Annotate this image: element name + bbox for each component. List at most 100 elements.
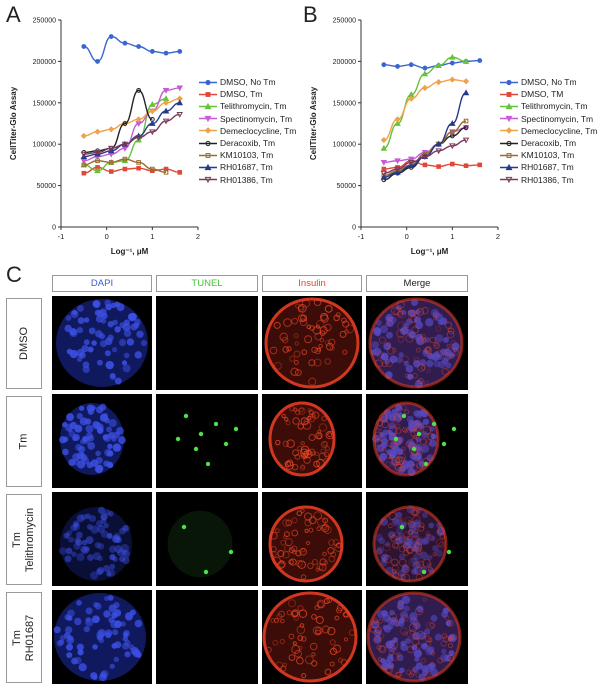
chart-a-legend-entry: Deracoxib, Tm: [199, 137, 296, 149]
nucleus: [112, 443, 122, 452]
nucleus: [88, 327, 96, 335]
nucleus: [74, 617, 82, 626]
chart-b-point-dmso-no-tm: [477, 58, 483, 63]
nucleus: [134, 318, 141, 326]
insulin-cell: [447, 637, 452, 642]
nucleus: [70, 310, 79, 319]
chart-b-point-rh01386-tm: [421, 154, 429, 161]
insulin-cell: [282, 519, 290, 527]
nucleus: [426, 562, 433, 568]
insulin-cell: [308, 377, 317, 386]
insulin-cell: [422, 425, 432, 435]
insulin-cell: [291, 549, 297, 555]
insulin-field: [368, 297, 464, 389]
chart-b-point-km10103-tm: [450, 129, 455, 135]
nucleus: [87, 346, 94, 353]
nucleus: [95, 464, 104, 473]
insulin-cell: [299, 547, 308, 556]
insulin-cell: [304, 335, 313, 344]
insulin-cell: [412, 509, 418, 516]
insulin-cell: [301, 349, 308, 356]
tunel-spot: [181, 524, 187, 530]
insulin-cell: [415, 347, 421, 353]
nucleus: [136, 330, 144, 338]
insulin-cell: [396, 460, 404, 469]
column-header-insulin: Insulin: [262, 275, 362, 292]
insulin-cell: [389, 441, 398, 449]
insulin-cell: [395, 652, 401, 657]
nucleus: [398, 553, 406, 560]
insulin-cell: [289, 405, 295, 412]
insulin-cell: [376, 549, 382, 555]
nucleus: [421, 536, 429, 544]
insulin-cell: [405, 334, 414, 343]
nucleus: [440, 348, 448, 356]
insulin-cell: [417, 536, 422, 541]
nucleus: [122, 635, 128, 642]
chart-b-ytick-label: 250000: [333, 18, 356, 25]
nucleus: [94, 602, 102, 610]
chart-b-legend-entry: DMSO, No Tm: [500, 76, 597, 88]
nucleus: [380, 658, 386, 664]
nucleus: [413, 649, 423, 658]
chart-b-point-dmso-tm: [422, 162, 428, 168]
nucleus: [53, 626, 61, 634]
insulin-cell: [311, 652, 316, 657]
nucleus: [64, 614, 71, 621]
insulin-cell: [414, 541, 422, 550]
insulin-cell: [434, 341, 439, 347]
chart-a-legend-marker: [204, 102, 212, 110]
chart-a-point-rh01687-tm: [149, 120, 156, 126]
nucleus: [387, 653, 394, 660]
row-label-tm: Tm: [6, 396, 42, 487]
insulin-cell: [318, 563, 327, 572]
nucleus: [401, 309, 407, 316]
nucleus: [403, 360, 410, 367]
nucleus: [441, 648, 447, 655]
nucleus: [102, 412, 109, 419]
nucleus: [121, 549, 128, 556]
chart-b-point-dmso-no-tm: [381, 62, 387, 68]
insulin-cell: [323, 451, 330, 458]
insulin-cell: [296, 656, 304, 665]
tunel-spot: [393, 436, 399, 442]
chart-b-legend-entry: Demeclocycline, Tm: [500, 125, 597, 137]
insulin-cell: [385, 322, 390, 327]
chart-b-legend-swatch: [500, 163, 518, 171]
nucleus: [67, 536, 75, 543]
insulin-cell: [319, 330, 326, 336]
panel-label-c: C: [6, 262, 22, 287]
insulin-cell: [400, 574, 407, 580]
nucleus: [62, 422, 68, 428]
insulin-cell: [410, 669, 416, 676]
insulin-cell: [308, 516, 317, 525]
nucleus: [416, 605, 424, 613]
insulin-cell: [282, 346, 290, 353]
insulin-cell: [297, 303, 307, 313]
insulin-cell: [388, 665, 394, 671]
insulin-cell: [298, 609, 308, 618]
insulin-cell: [378, 336, 387, 344]
nucleus: [422, 350, 430, 357]
nucleus: [95, 315, 104, 323]
chart-b-legend-label: Telithromycin, Tm: [521, 101, 588, 112]
chart-b-point-dmso-no-tm: [449, 60, 455, 66]
insulin-cell: [335, 312, 341, 318]
chart-a-legend-entry: Telithromycin, Tm: [199, 100, 296, 112]
insulin-cell: [391, 456, 401, 466]
chart-b-series-rh01386-tm: [380, 137, 470, 177]
insulin-cell: [291, 529, 299, 537]
nucleus: [72, 520, 80, 527]
insulin-cell: [395, 456, 405, 466]
nucleus: [381, 442, 388, 449]
insulin-cell: [444, 615, 449, 621]
insulin-cell: [301, 673, 307, 679]
nucleus: [388, 609, 395, 616]
nucleus: [418, 632, 427, 640]
micrograph-image: [175, 413, 239, 467]
nucleus: [66, 652, 73, 659]
insulin-cell: [327, 547, 335, 555]
chart-a-line-dmso-no-tm: [83, 35, 180, 63]
nucleus: [124, 651, 131, 658]
nucleus: [82, 436, 88, 442]
